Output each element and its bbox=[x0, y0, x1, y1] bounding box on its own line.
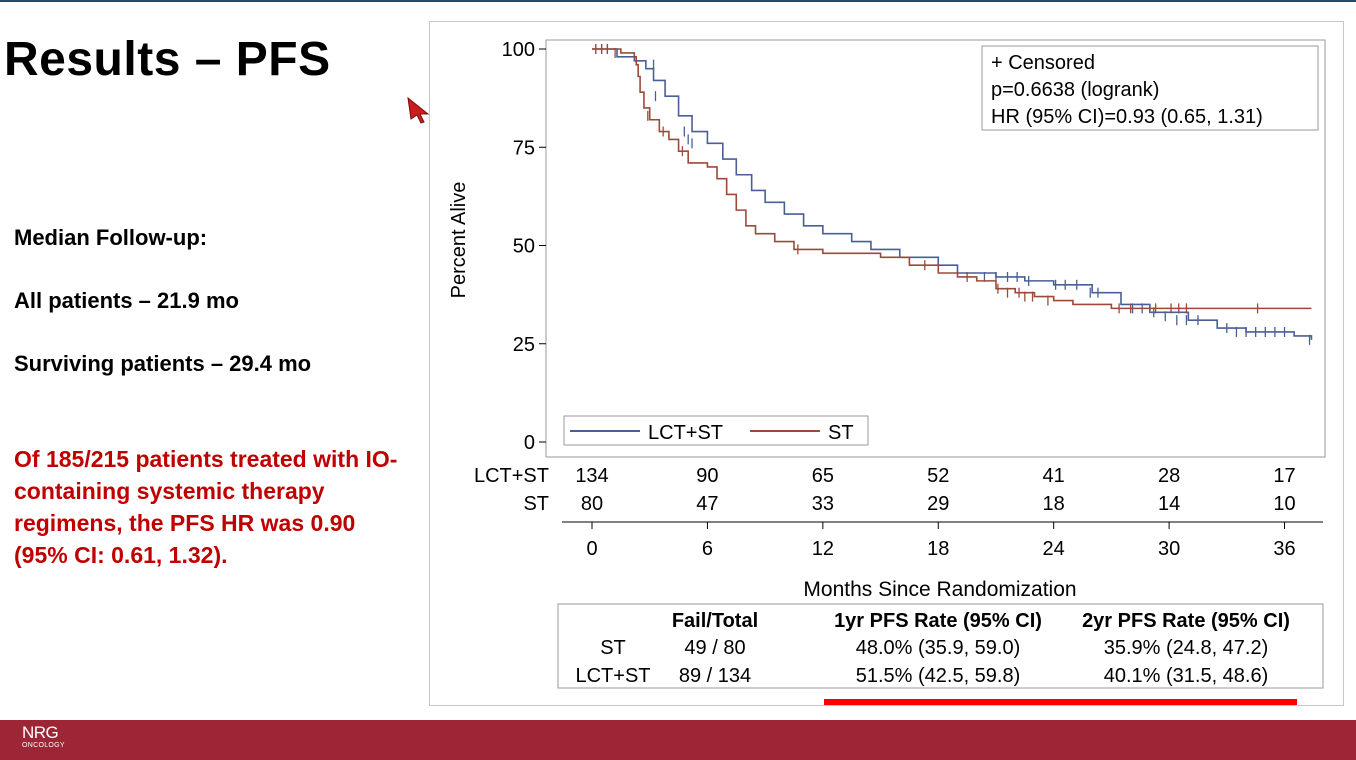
logo-text-sub: ONCOLOGY bbox=[22, 742, 65, 749]
annotation-censored: + Censored bbox=[991, 52, 1095, 74]
risk-count: 41 bbox=[1043, 465, 1065, 487]
km-curve-st bbox=[592, 48, 1312, 310]
risk-count: 29 bbox=[927, 493, 949, 515]
summary-row-st-1yr: 48.0% (35.9, 59.0) bbox=[856, 637, 1021, 659]
highlight-underline-bar bbox=[824, 699, 1297, 709]
risk-count: 65 bbox=[812, 465, 834, 487]
io-subgroup-note: Of 185/215 patients treated with IO-cont… bbox=[14, 446, 398, 568]
y-tick-label: 75 bbox=[513, 137, 535, 159]
footer-bar bbox=[0, 720, 1356, 760]
risk-count: 134 bbox=[575, 465, 608, 487]
risk-count: 10 bbox=[1273, 493, 1295, 515]
legend: LCT+ST ST bbox=[563, 415, 869, 446]
risk-count: 28 bbox=[1158, 465, 1180, 487]
risk-count: 18 bbox=[1043, 493, 1065, 515]
risk-count: 90 bbox=[696, 465, 718, 487]
annotation-box bbox=[981, 45, 1319, 131]
summary-row-st-2yr: 35.9% (24.8, 47.2) bbox=[1104, 637, 1269, 659]
x-tick-label: 6 bbox=[702, 538, 713, 560]
summary-header-1yr: 1yr PFS Rate (95% CI) bbox=[834, 610, 1042, 632]
annotation-pvalue: p=0.6638 (logrank) bbox=[991, 79, 1159, 101]
nrg-oncology-logo: NRG ONCOLOGY bbox=[22, 724, 65, 750]
all-patients-followup: All patients – 21.9 mo bbox=[14, 288, 239, 313]
risk-count: 80 bbox=[581, 493, 603, 515]
summary-row-st-fail: 49 / 80 bbox=[684, 637, 745, 659]
summary-row-lct-st-1yr: 51.5% (42.5, 59.8) bbox=[856, 665, 1021, 687]
summary-table: Fail/Total 1yr PFS Rate (95% CI) 2yr PFS… bbox=[557, 603, 1324, 689]
risk-table: LCT+ST ST 134 90 65 52 41 28 17 80 47 33 29 18 14 10 bbox=[474, 465, 1296, 515]
risk-row-label-st: ST bbox=[523, 493, 549, 515]
legend-label-st: ST bbox=[828, 422, 854, 444]
y-tick-label: 0 bbox=[524, 432, 535, 454]
summary-row-st-label: ST bbox=[600, 637, 626, 659]
follow-up-heading: Median Follow-up: bbox=[14, 225, 208, 250]
y-tick-label: 100 bbox=[502, 39, 535, 61]
y-tick-label: 50 bbox=[513, 236, 535, 258]
summary-table-frame bbox=[557, 603, 1324, 689]
x-tick-label: 18 bbox=[927, 538, 949, 560]
risk-count: 33 bbox=[812, 493, 834, 515]
annotation-hr: HR (95% CI)=0.93 (0.65, 1.31) bbox=[991, 106, 1263, 128]
summary-row-lct-st-fail: 89 / 134 bbox=[679, 665, 751, 687]
logo-text-main: NRG bbox=[22, 723, 59, 742]
risk-count: 17 bbox=[1273, 465, 1295, 487]
x-axis: 0 6 12 18 24 30 36 bbox=[562, 521, 1323, 560]
risk-count: 14 bbox=[1158, 493, 1180, 515]
x-tick-label: 36 bbox=[1273, 538, 1295, 560]
x-tick-label: 30 bbox=[1158, 538, 1180, 560]
x-axis-label: Months Since Randomization bbox=[803, 578, 1076, 601]
top-border-line bbox=[0, 0, 1356, 2]
y-axis: 0 25 50 75 100 bbox=[502, 39, 546, 454]
summary-header-2yr: 2yr PFS Rate (95% CI) bbox=[1082, 610, 1290, 632]
summary-row-lct-st-2yr: 40.1% (31.5, 48.6) bbox=[1104, 665, 1269, 687]
x-tick-label: 12 bbox=[812, 538, 834, 560]
summary-row-lct-st-label: LCT+ST bbox=[575, 665, 650, 687]
plot-frame bbox=[545, 39, 1326, 458]
summary-header-fail-total: Fail/Total bbox=[672, 610, 758, 632]
km-curve-lct-st bbox=[592, 48, 1313, 340]
risk-count: 47 bbox=[696, 493, 718, 515]
surviving-patients-followup: Surviving patients – 29.4 mo bbox=[14, 351, 312, 376]
km-curves bbox=[592, 44, 1313, 345]
risk-row-label-lct-st: LCT+ST bbox=[474, 465, 549, 487]
y-tick-label: 25 bbox=[513, 334, 535, 356]
risk-count: 52 bbox=[927, 465, 949, 487]
pfs-figure-panel: 0 25 50 75 100 Percent Alive + Censored p=0.… bbox=[429, 21, 1344, 709]
y-axis-label: Percent Alive bbox=[448, 182, 470, 299]
x-tick-label: 0 bbox=[586, 538, 597, 560]
x-tick-label: 24 bbox=[1043, 538, 1065, 560]
legend-label-lct-st: LCT+ST bbox=[648, 422, 723, 444]
slide-title: Results – PFS bbox=[4, 33, 331, 86]
mouse-pointer-icon bbox=[407, 96, 430, 124]
